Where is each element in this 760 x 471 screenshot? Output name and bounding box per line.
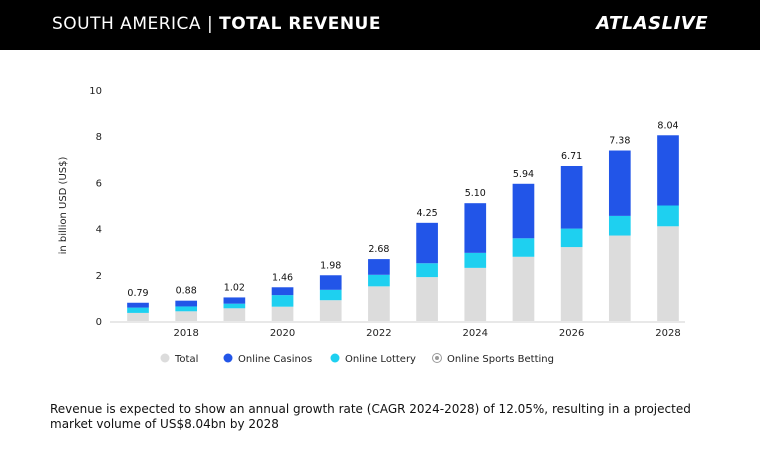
bar-total-label: 5.94	[513, 169, 534, 180]
bar-segment	[271, 287, 294, 296]
bar-segment	[608, 235, 631, 321]
bar-segment	[608, 215, 631, 236]
title-region: SOUTH AMERICA	[52, 14, 202, 34]
x-tick-label: 2018	[173, 328, 198, 339]
bar-segment	[223, 308, 246, 321]
bar-segment	[319, 300, 342, 321]
revenue-chart: 0 2 4 6 8 10 in billion USD (US$) 0.79 0.88 2018 1…	[58, 86, 685, 365]
bar-segment	[416, 263, 438, 278]
y-tick-label: 6	[96, 178, 102, 189]
bar-segment	[464, 203, 487, 253]
bar-segment	[464, 252, 487, 268]
bar-total-label: 5.10	[465, 188, 486, 199]
bar-segment	[560, 228, 583, 248]
chart-caption: Revenue is expected to show an annual gr…	[50, 402, 691, 431]
bar-segment	[127, 302, 149, 308]
bar-segment	[560, 247, 583, 321]
legend-marker	[223, 353, 233, 363]
y-tick-label: 0	[96, 317, 102, 328]
bar-segment	[175, 311, 198, 321]
bar-total-label: 6.71	[561, 151, 582, 162]
title-metric: TOTAL REVENUE	[219, 14, 381, 34]
bar-total-label: 1.46	[272, 272, 293, 283]
bar-total-label: 7.38	[609, 136, 630, 147]
legend-marker	[160, 353, 170, 363]
x-tick-label: 2024	[463, 328, 488, 339]
bar-segment	[512, 238, 535, 257]
header-bar: SOUTH AMERICA | TOTAL REVENUE ATLASLIVE	[0, 0, 760, 50]
brand-logo: ATLASLIVE	[596, 13, 708, 34]
bar-total-label: 2.68	[368, 244, 389, 255]
bar-total-label: 1.02	[224, 282, 245, 293]
legend-label: Total	[174, 354, 198, 365]
y-tick-label: 4	[96, 225, 102, 236]
bar-segment	[512, 183, 535, 239]
bar-segment	[657, 205, 679, 227]
bar-segment	[657, 135, 679, 206]
bar-segment	[271, 295, 294, 307]
y-tick-label: 2	[96, 271, 102, 282]
bar-segment	[175, 300, 198, 307]
bar-total-label: 1.98	[320, 260, 341, 271]
x-tick-label: 2028	[655, 328, 680, 339]
legend-label: Online Lottery	[345, 354, 416, 365]
bar-segment	[512, 256, 535, 321]
bar-segment	[319, 275, 342, 290]
x-tick-label: 2020	[270, 328, 295, 339]
bar-segment	[223, 297, 246, 304]
x-tick-label: 2026	[559, 328, 584, 339]
bar-segment	[223, 303, 246, 309]
bar-segment	[657, 226, 679, 321]
y-axis-label: in billion USD (US$)	[58, 157, 69, 255]
legend-marker-dot	[435, 356, 439, 360]
bar-segment	[560, 165, 583, 229]
bar-segment	[271, 306, 294, 321]
legend-label: Online Sports Betting	[447, 354, 554, 365]
bar-segment	[319, 289, 342, 301]
bar-total-label: 4.25	[417, 208, 438, 219]
x-tick-label: 2022	[366, 328, 391, 339]
bar-segment	[464, 267, 487, 321]
bar-segment	[368, 286, 390, 321]
bar-segment	[127, 307, 149, 313]
bar-segment	[368, 259, 390, 275]
legend-label: Online Casinos	[238, 354, 312, 365]
title-separator: |	[201, 14, 220, 34]
bar-segment	[416, 277, 438, 321]
bar-segment	[127, 312, 149, 321]
bar-total-label: 8.04	[657, 120, 678, 131]
bar-segment	[608, 150, 631, 216]
bar-total-label: 0.79	[127, 288, 148, 299]
bar-segment	[175, 306, 198, 312]
bar-total-label: 0.88	[176, 286, 197, 297]
bar-segment	[368, 274, 390, 287]
legend-marker	[330, 353, 340, 363]
bar-segment	[416, 222, 438, 264]
y-tick-label: 8	[96, 132, 102, 143]
y-tick-label: 10	[89, 86, 102, 97]
page-title: SOUTH AMERICA | TOTAL REVENUE	[52, 14, 381, 34]
